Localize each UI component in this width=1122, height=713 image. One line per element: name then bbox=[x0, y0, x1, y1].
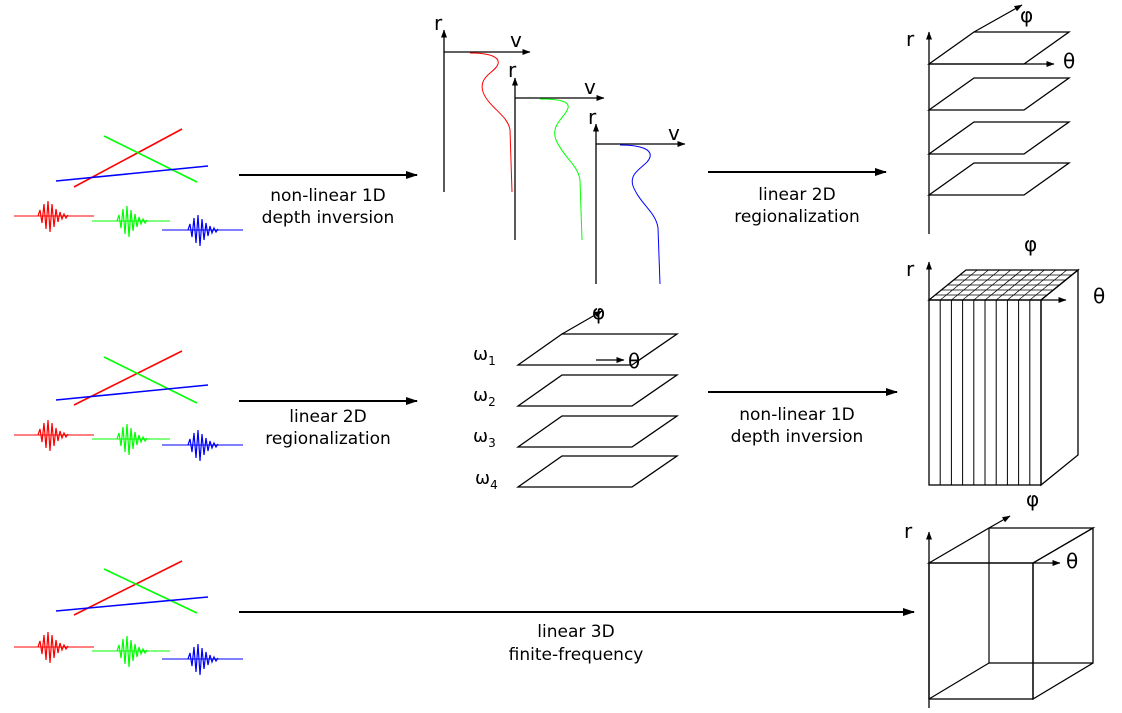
axis-label-r: r bbox=[434, 11, 443, 35]
source-data-row2 bbox=[14, 350, 243, 462]
seismogram-green bbox=[92, 205, 170, 238]
frequency-label-1: ω1 bbox=[473, 344, 496, 368]
seismogram-red bbox=[14, 631, 94, 664]
axis-label-v: v bbox=[668, 121, 680, 145]
frequency-label-2: ω2 bbox=[473, 385, 496, 409]
axis-label-phi: φ bbox=[1020, 3, 1033, 27]
axis-label-r: r bbox=[588, 105, 597, 129]
axis-label-r: r bbox=[904, 519, 913, 543]
axis-label-v: v bbox=[584, 75, 596, 99]
stacked-depth-maps: r φ θ bbox=[906, 3, 1075, 234]
source-data-row3 bbox=[14, 560, 243, 676]
ray-path-blue bbox=[55, 165, 209, 182]
label-row2-step1-line2: regionalization bbox=[265, 429, 391, 449]
ray-path-blue bbox=[55, 596, 209, 612]
velocity-profile-green: r v bbox=[508, 58, 605, 241]
axis-label-phi: φ bbox=[1024, 232, 1037, 256]
axis-label-theta: θ bbox=[628, 349, 640, 373]
axis-label-r: r bbox=[508, 58, 517, 82]
ray-path-green bbox=[103, 568, 198, 614]
label-row2-step2-line2: depth inversion bbox=[731, 427, 864, 447]
ray-path-green bbox=[103, 135, 198, 183]
seismogram-blue bbox=[162, 429, 243, 462]
velocity-profile-red: r v bbox=[434, 11, 531, 193]
seismogram-green bbox=[92, 635, 170, 668]
seismogram-green bbox=[92, 423, 170, 456]
axis-label-theta: θ bbox=[1066, 549, 1078, 573]
top-grid bbox=[935, 269, 1072, 301]
seismogram-red bbox=[14, 419, 94, 452]
ray-path-red bbox=[73, 560, 183, 616]
seismogram-red bbox=[14, 200, 94, 233]
frequency-label-4: ω4 bbox=[475, 468, 498, 492]
ray-path-blue bbox=[55, 384, 209, 401]
seismogram-blue bbox=[162, 643, 243, 676]
label-row2-step1-line1: linear 2D bbox=[289, 407, 366, 427]
column-block-model: r φ θ bbox=[906, 232, 1105, 487]
frequency-label-3: ω3 bbox=[473, 426, 496, 450]
label-row1-step2-line1: linear 2D bbox=[758, 185, 835, 205]
axis-label-theta: θ bbox=[1093, 284, 1105, 308]
label-row1-step2-line2: regionalization bbox=[734, 207, 860, 227]
ray-path-green bbox=[103, 356, 198, 404]
axis-label-phi: φ bbox=[1026, 487, 1039, 511]
label-row1-step1-line2: depth inversion bbox=[262, 208, 395, 228]
column-lines bbox=[939, 300, 1031, 485]
frequency-maps: φ θ ω1 ω2 ω3 ω4 bbox=[473, 300, 680, 492]
label-row3-step1-line1: linear 3D bbox=[537, 622, 614, 642]
axis-label-v: v bbox=[510, 28, 522, 52]
label-row3-step1-line2: finite-frequency bbox=[509, 645, 644, 665]
source-data-row1 bbox=[14, 128, 243, 247]
axis-label-phi: φ bbox=[592, 300, 605, 324]
velocity-profile-blue: r v bbox=[588, 105, 686, 285]
axis-label-r: r bbox=[906, 257, 915, 281]
cube-3d-model: r φ θ bbox=[904, 487, 1096, 708]
seismogram-blue bbox=[162, 214, 243, 247]
axis-label-r: r bbox=[906, 27, 915, 51]
label-row1-step1-line1: non-linear 1D bbox=[270, 186, 385, 206]
label-row2-step2-line1: non-linear 1D bbox=[739, 405, 854, 425]
axis-label-theta: θ bbox=[1063, 49, 1075, 73]
